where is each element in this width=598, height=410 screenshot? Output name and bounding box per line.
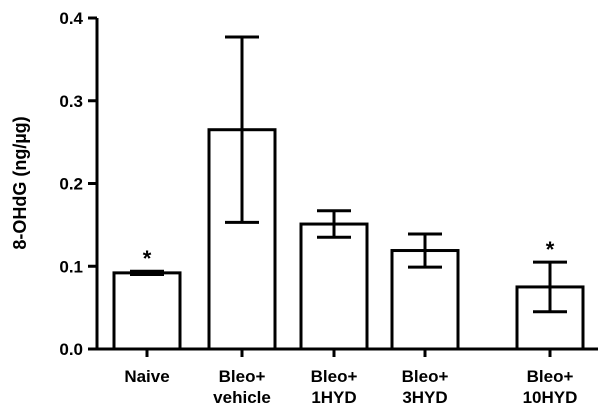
x-tick-label: Naive xyxy=(124,367,169,386)
y-tick-label: 0.4 xyxy=(59,9,83,28)
y-tick-label: 0.3 xyxy=(59,92,83,111)
labels: * Naive Bleo+ vehicle Bleo+ 1HYD Bleo+ 3HYD * Ble… xyxy=(124,237,577,407)
bars xyxy=(112,35,585,351)
y-tick-label: 0.1 xyxy=(59,257,83,276)
x-tick-label: Bleo+ xyxy=(402,367,449,386)
x-tick-label: Bleo+ xyxy=(311,367,358,386)
y-tick-label: 0.2 xyxy=(59,175,83,194)
bar xyxy=(299,222,369,351)
x-tick-label: Bleo+ xyxy=(219,367,266,386)
y-axis-title: 8-OHdG (ng/µg) xyxy=(10,116,30,249)
significance-marker: * xyxy=(546,237,555,262)
y-tick-label: 0.0 xyxy=(59,340,83,359)
x-tick-label: vehicle xyxy=(213,388,271,407)
x-tick-label: 3HYD xyxy=(402,388,447,407)
bar xyxy=(112,271,182,351)
x-tick-label: Bleo+ xyxy=(527,367,574,386)
significance-marker: * xyxy=(143,246,152,271)
x-tick-label: 10HYD xyxy=(523,388,578,407)
x-tick-label: 1HYD xyxy=(311,388,356,407)
